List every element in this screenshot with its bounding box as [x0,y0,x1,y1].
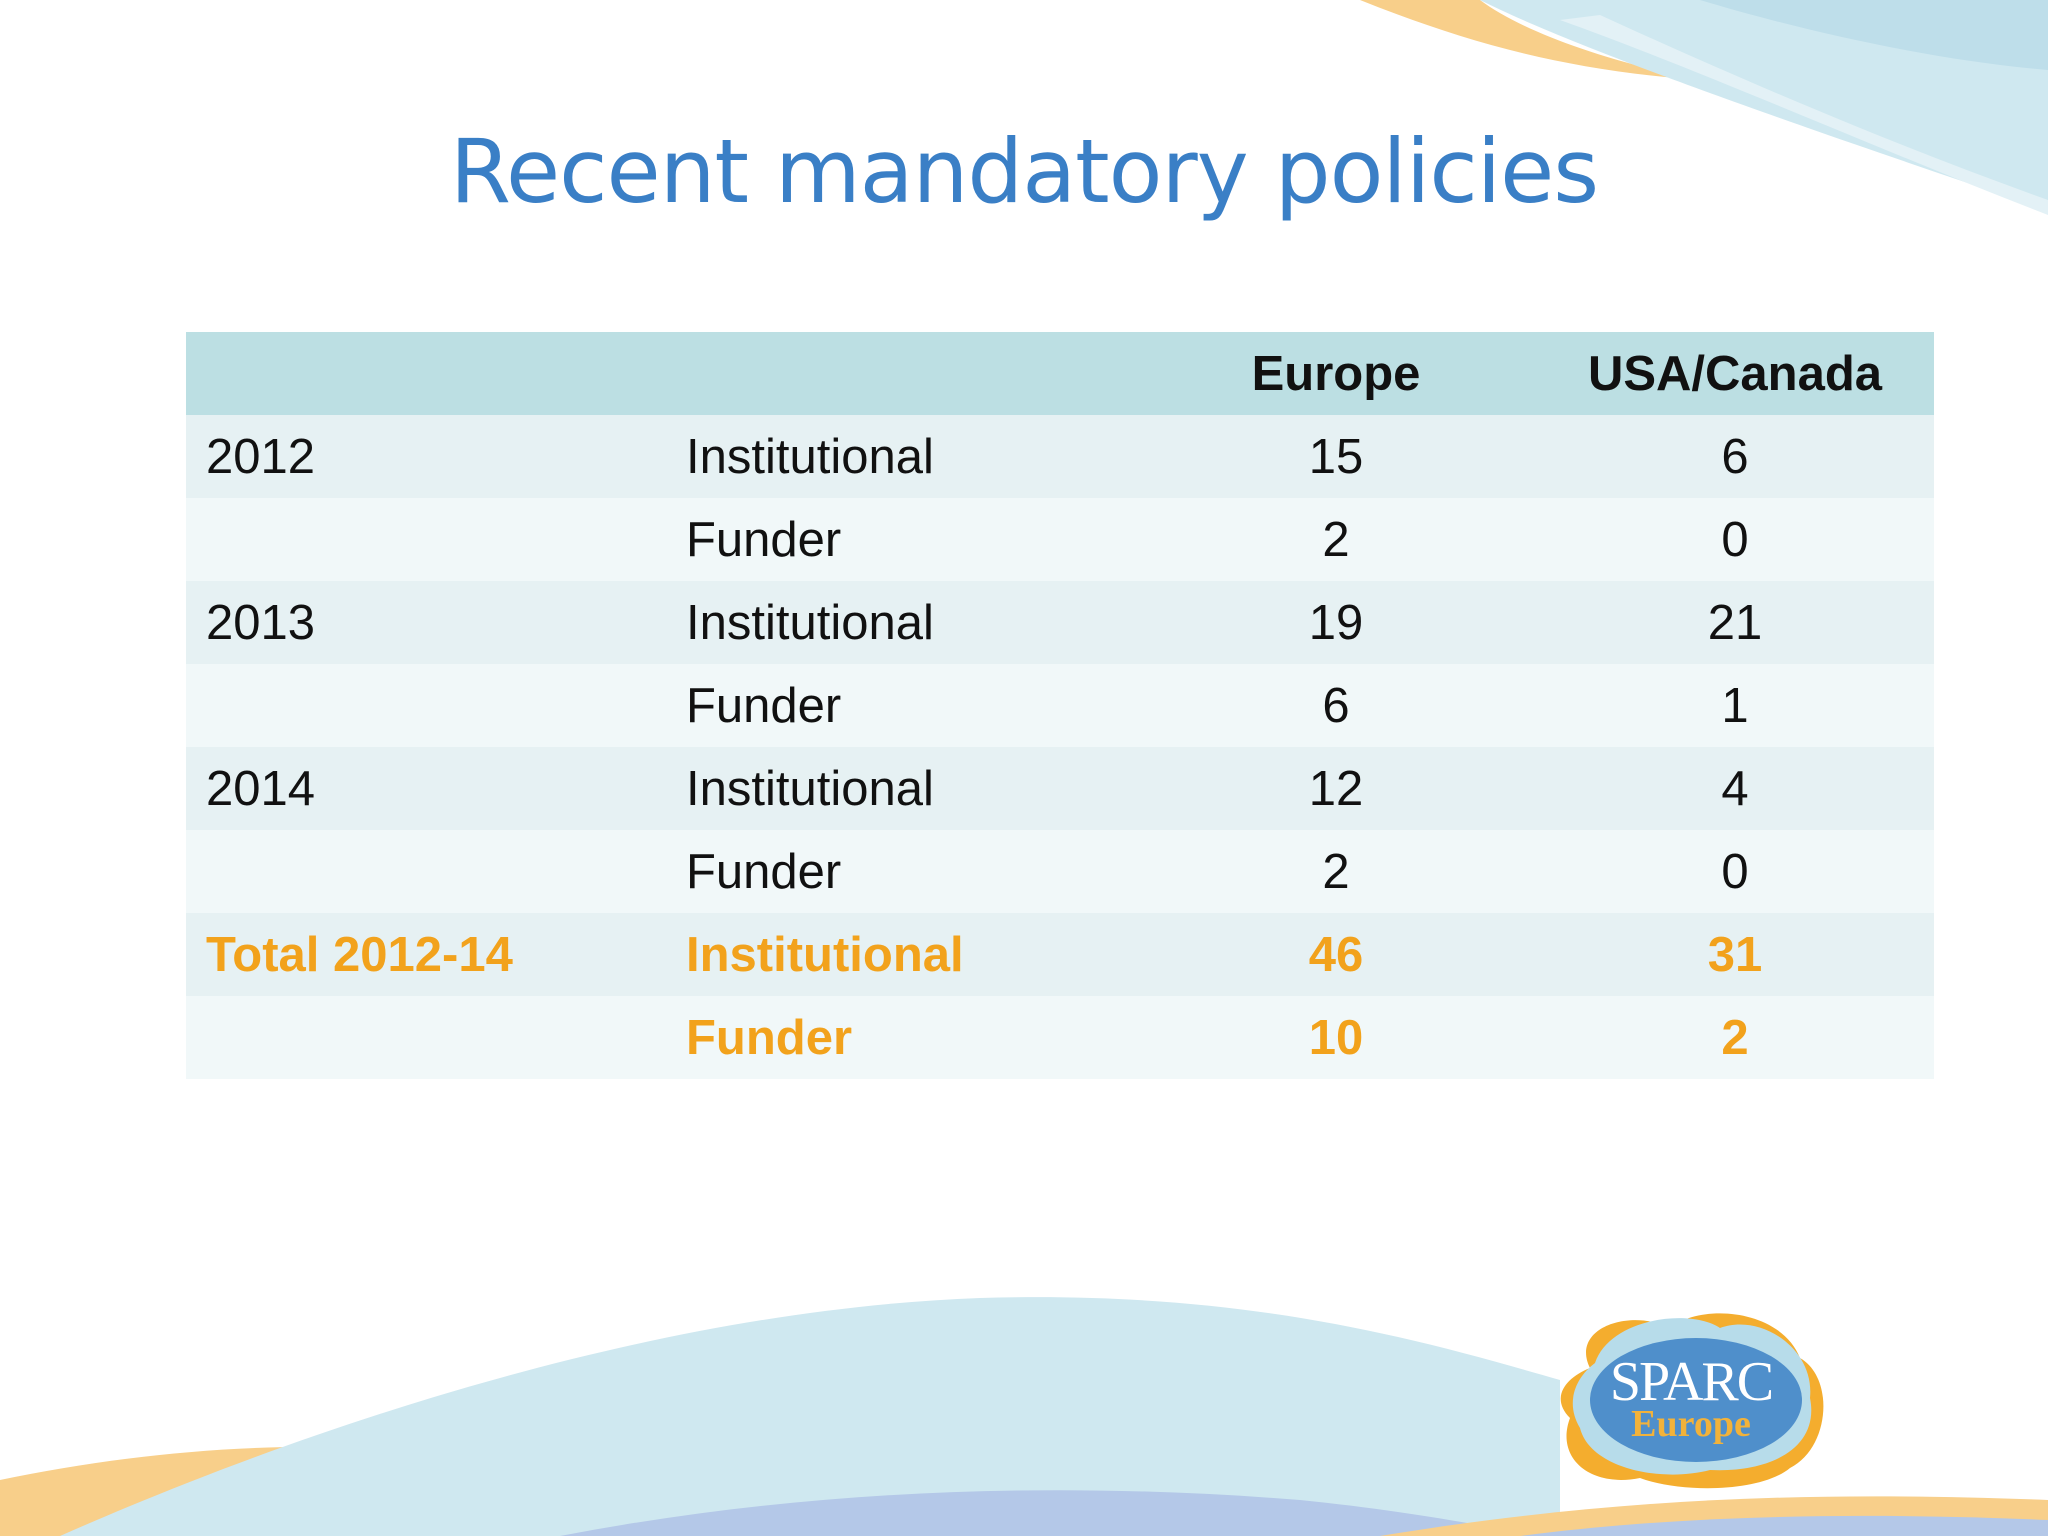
header-year [186,332,666,415]
total-row: Funder 10 2 [186,996,1934,1079]
cell-year [186,664,666,747]
cell-year: 2014 [206,761,316,816]
cell-type: Institutional [686,595,934,650]
cell-year: 2012 [206,429,316,484]
cell-type: Funder [686,512,842,567]
cell-usa-canada: 6 [1721,429,1749,484]
cell-europe: 46 [1308,927,1364,982]
table-row: 2013 Institutional 19 21 [186,581,1934,664]
cell-year [186,498,666,581]
table-row: 2014 Institutional 12 4 [186,747,1934,830]
header-usa-canada: USA/Canada [1587,346,1883,401]
cell-year: Total 2012-14 [206,927,513,982]
cell-usa-canada: 2 [1721,1010,1749,1065]
logo-subtext: Europe [1631,1403,1751,1445]
cell-usa-canada: 0 [1721,844,1749,899]
cell-europe: 2 [1322,844,1350,899]
header-europe: Europe [1251,346,1421,401]
cell-type: Institutional [686,429,934,484]
policies-table: Europe USA/Canada 2012 Institutional 15 … [186,332,1934,1079]
cell-type: Funder [686,844,842,899]
cell-europe: 19 [1308,595,1364,650]
cell-europe: 6 [1322,678,1350,733]
sparc-europe-logo: SPARC Europe [1550,1298,1832,1494]
table-row: Funder 2 0 [186,830,1934,913]
table-header-row: Europe USA/Canada [186,332,1934,415]
cell-usa-canada: 1 [1721,678,1749,733]
logo-text: SPARC [1609,1351,1774,1413]
cell-type: Institutional [686,927,964,982]
cell-year [186,996,666,1079]
cell-usa-canada: 21 [1707,595,1763,650]
cell-usa-canada: 31 [1707,927,1763,982]
cell-europe: 10 [1308,1010,1364,1065]
cell-type: Funder [686,678,842,733]
slide-title: Recent mandatory policies [449,120,1599,223]
table-row: Funder 2 0 [186,498,1934,581]
cell-usa-canada: 0 [1721,512,1749,567]
table-row: Funder 6 1 [186,664,1934,747]
cell-europe: 12 [1308,761,1364,816]
table-row: 2012 Institutional 15 6 [186,415,1934,498]
cell-usa-canada: 4 [1721,761,1749,816]
cell-europe: 15 [1308,429,1364,484]
cell-europe: 2 [1322,512,1350,567]
logo-shape [1560,1313,1824,1489]
total-row: Total 2012-14 Institutional 46 31 [186,913,1934,996]
cell-year [186,830,666,913]
header-type [666,332,1136,415]
cell-year: 2013 [206,595,316,650]
cell-type: Institutional [686,761,934,816]
cell-type: Funder [686,1010,853,1065]
